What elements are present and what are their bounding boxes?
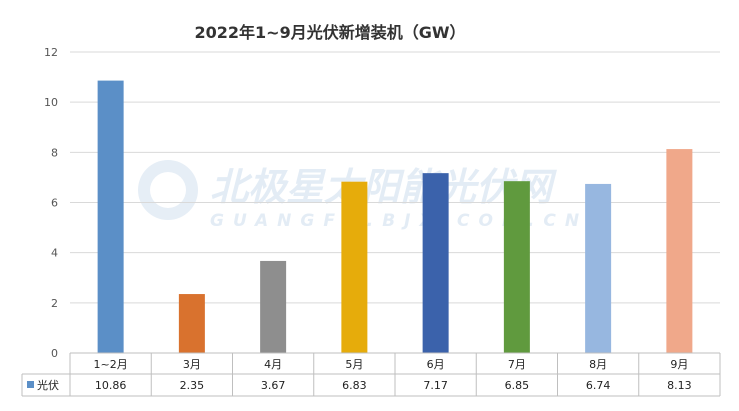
y-tick-label: 2 [51, 297, 58, 310]
data-value-label: 10.86 [95, 379, 127, 392]
category-label: 9月 [670, 358, 688, 371]
data-value-label: 6.83 [342, 379, 367, 392]
bar [260, 260, 287, 353]
category-label: 7月 [508, 358, 526, 371]
gridlines [70, 51, 720, 354]
y-tick-label: 4 [51, 247, 58, 260]
data-value-label: 6.85 [505, 379, 530, 392]
category-label: 6月 [427, 358, 445, 371]
category-label: 8月 [589, 358, 607, 371]
bar [585, 183, 612, 353]
category-label: 1~2月 [94, 358, 128, 371]
watermark-sub-text: GUANGFU.BJX.COM.CN [210, 211, 588, 231]
data-value-label: 7.17 [423, 379, 448, 392]
bar [666, 149, 693, 353]
data-value-label: 8.13 [667, 379, 692, 392]
y-tick-label: 10 [44, 96, 58, 109]
category-label: 5月 [345, 358, 363, 371]
category-label: 4月 [264, 358, 282, 371]
bar [422, 173, 449, 353]
bar [341, 181, 368, 353]
data-table: 1~2月 3月 4月 5月 6月 7月 8月 9月 10.86 2.35 3.67 6.83 7.17 6… [21, 352, 721, 397]
y-tick-label: 6 [51, 197, 58, 210]
watermark: 北极星太阳能光伏网 GUANGFU.BJX.COM.CN [138, 160, 588, 231]
y-tick-label: 0 [51, 347, 58, 360]
bars [97, 80, 693, 353]
bar [97, 80, 124, 353]
bar [503, 181, 530, 353]
y-axis-ticks: 0 2 4 6 8 10 12 [44, 46, 58, 360]
y-tick-label: 8 [51, 146, 58, 159]
legend-series-name: 光伏 [37, 378, 59, 392]
bar [178, 294, 205, 353]
data-value-label: 6.74 [586, 379, 611, 392]
watermark-logo-inner [150, 172, 186, 208]
y-tick-label: 12 [44, 46, 58, 59]
category-label: 3月 [183, 358, 201, 371]
chart-title: 2022年1~9月光伏新增装机（GW） [195, 23, 466, 42]
legend-swatch [27, 381, 34, 388]
data-value-label: 2.35 [180, 379, 205, 392]
data-value-label: 3.67 [261, 379, 286, 392]
watermark-main-text: 北极星太阳能光伏网 [210, 165, 557, 209]
